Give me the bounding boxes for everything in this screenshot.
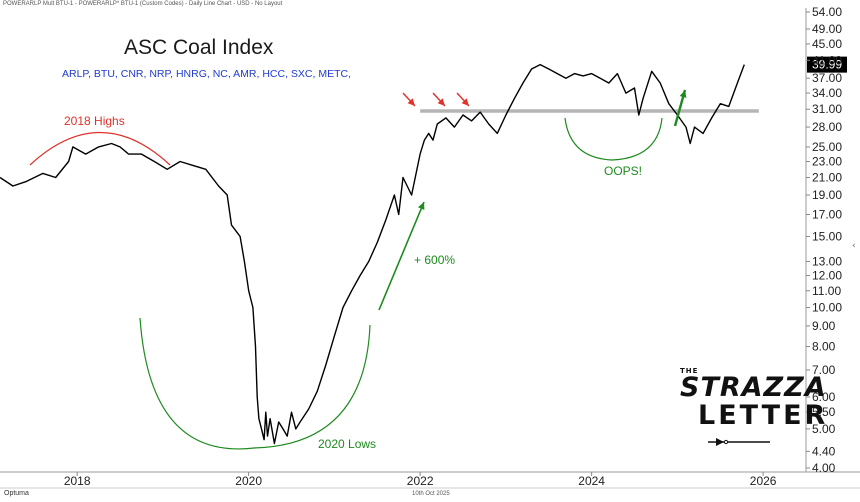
y-tick-label: 7.00: [812, 363, 836, 377]
y-tick-label: 34.00: [812, 86, 842, 100]
annotation-2018-highs: 2018 Highs: [64, 114, 125, 128]
red-arrow-1-head: [407, 98, 415, 106]
y-tick-label: 4.40: [812, 444, 836, 458]
red-arrow-2-head: [437, 98, 445, 106]
optuma-brand: Optuma: [4, 490, 29, 497]
footer-date: 10th Oct 2025: [412, 491, 450, 497]
y-tick-label: 23.00: [812, 155, 842, 169]
y-tick-label: 5.00: [812, 422, 836, 436]
y-tick-label: 21.00: [812, 170, 842, 184]
y-tick-label: 15.00: [812, 229, 842, 243]
chart-header-text: POWERARLP Mult BTU-1 - POWERARLP* BTU-1 …: [3, 1, 283, 7]
logo-strazza: STRAZZA: [680, 372, 827, 403]
y-tick-label: 37.00: [812, 71, 842, 85]
x-tick-label: 2020: [235, 474, 262, 488]
last-price-label: 39.99: [812, 58, 842, 72]
annotation-600-percent: + 600%: [414, 253, 456, 267]
last-price-box: [807, 56, 847, 73]
x-tick-label: 2026: [750, 474, 777, 488]
y-tick-label: 25.00: [812, 140, 842, 154]
annotation-2020-lows: 2020 Lows: [318, 437, 377, 451]
y-tick-label: 17.00: [812, 207, 842, 221]
y-tick-label: 45.00: [812, 37, 842, 51]
strazza-letter-logo: THE STRAZZA LETTER: [678, 362, 826, 454]
y-tick-label: 4.00: [812, 461, 836, 475]
up-arrow-600-head: [418, 202, 425, 210]
y-tick-label: 19.00: [812, 188, 842, 202]
y-tick-label: 49.00: [812, 22, 842, 36]
up-arrow-600: [378, 201, 425, 311]
chart-subtitle-tickers: ARLP, BTU, CNR, NRP, HNRG, NC, AMR, HCC,…: [62, 68, 351, 80]
y-tick-label: 12.00: [812, 269, 842, 283]
x-tick-label: 2018: [64, 474, 91, 488]
y-tick-label: 5.50: [812, 405, 836, 419]
logo-letter: LETTER: [698, 400, 829, 431]
y-tick-label: 10.00: [812, 300, 842, 314]
chart-title: ASC Coal Index: [124, 36, 274, 59]
y-tick-label: 41.00: [812, 53, 842, 67]
y-tick-label: 28.00: [812, 120, 842, 134]
y-tick-label: 11.00: [812, 284, 841, 298]
y-tick-label: 8.00: [812, 340, 836, 354]
oops-arc: [564, 117, 663, 161]
logo-the: THE: [680, 367, 699, 375]
price-series-line: [0, 63, 745, 445]
up-arrow-breakout-head: [679, 90, 687, 98]
y-tick-label: 13.00: [812, 254, 842, 268]
x-tick-label: 2022: [407, 474, 434, 488]
y-tick-label: 9.00: [812, 319, 836, 333]
red-arrow-3-head: [461, 98, 469, 106]
x-tick-label: 2024: [578, 474, 605, 488]
highs-2018-arc: [29, 131, 171, 166]
chevron-left-icon: ‹: [852, 241, 856, 251]
lows-2020-arc: [139, 317, 371, 450]
y-tick-label: 6.00: [812, 390, 836, 404]
annotation-oops: OOPS!: [604, 164, 643, 178]
y-tick-label: 31.00: [812, 102, 842, 116]
y-tick-label: 54.00: [812, 5, 842, 19]
pen-nib-icon: [708, 438, 770, 446]
